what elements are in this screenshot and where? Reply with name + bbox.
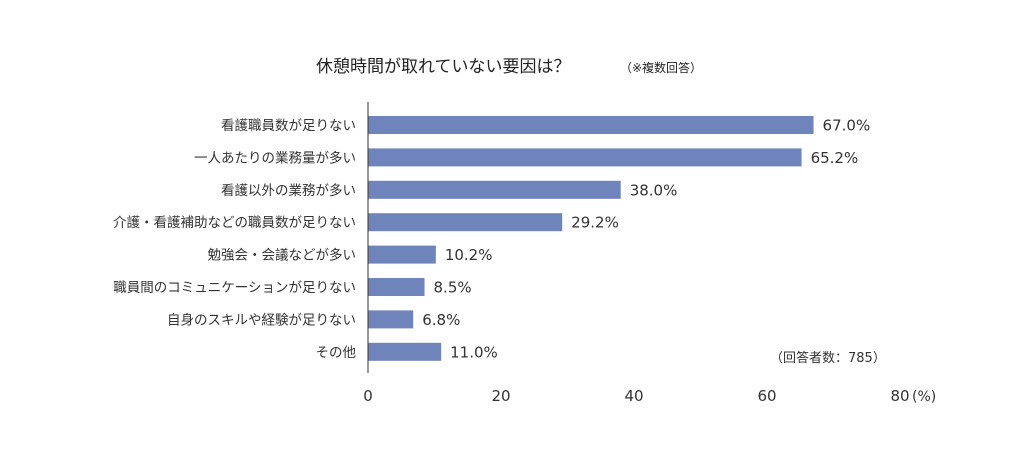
value-label: 11.0% xyxy=(450,343,498,361)
value-label: 6.8% xyxy=(422,311,460,329)
value-label: 67.0% xyxy=(823,117,871,135)
respondent-note: （回答者数：785） xyxy=(770,350,886,366)
x-tick-label: 60 xyxy=(757,387,776,405)
value-labels: 67.0% 65.2% 38.0% 29.2% 10.2% 8.5% 6.8% 11.0% xyxy=(422,117,870,362)
x-tick-label: 40 xyxy=(624,387,643,405)
category-label: 介護・看護補助などの職員数が足りない xyxy=(113,215,356,231)
value-label: 38.0% xyxy=(630,181,678,199)
value-label: 10.2% xyxy=(445,246,493,264)
bar xyxy=(368,245,436,264)
bar xyxy=(368,213,563,232)
x-tick-label: 20 xyxy=(491,387,510,405)
value-label: 65.2% xyxy=(811,149,859,167)
category-label: 勉強会・会議などが多い xyxy=(208,247,357,264)
bar xyxy=(368,310,414,329)
value-label: 29.2% xyxy=(571,214,619,232)
category-label: 職員間のコミュニケーションが足りない xyxy=(113,280,356,296)
bars-group xyxy=(368,116,814,361)
category-label: その他 xyxy=(316,345,357,361)
bar xyxy=(368,278,425,296)
x-tick-labels: 0 20 40 60 80 xyxy=(363,387,909,405)
chart-title: 休憩時間が取れていない要因は？ xyxy=(316,57,571,77)
chart-subtitle: （※複数回答） xyxy=(620,60,702,75)
bar xyxy=(368,116,814,134)
bar xyxy=(368,180,621,199)
category-label: 一人あたりの業務量が多い xyxy=(194,149,356,166)
category-label: 看護職員数が足りない xyxy=(221,118,356,134)
bar xyxy=(368,342,442,361)
x-axis-unit: (%) xyxy=(912,389,936,405)
x-tick-label: 0 xyxy=(363,387,373,405)
x-tick-label: 80 xyxy=(890,387,909,405)
category-label: 看護以外の業務が多い xyxy=(221,182,356,199)
value-label: 8.5% xyxy=(434,279,472,297)
bar xyxy=(368,148,802,167)
category-label: 自身のスキルや経験が足りない xyxy=(167,312,356,328)
category-labels: 看護職員数が足りない一人あたりの業務量が多い看護以外の業務が多い介護・看護補助な… xyxy=(113,118,356,361)
